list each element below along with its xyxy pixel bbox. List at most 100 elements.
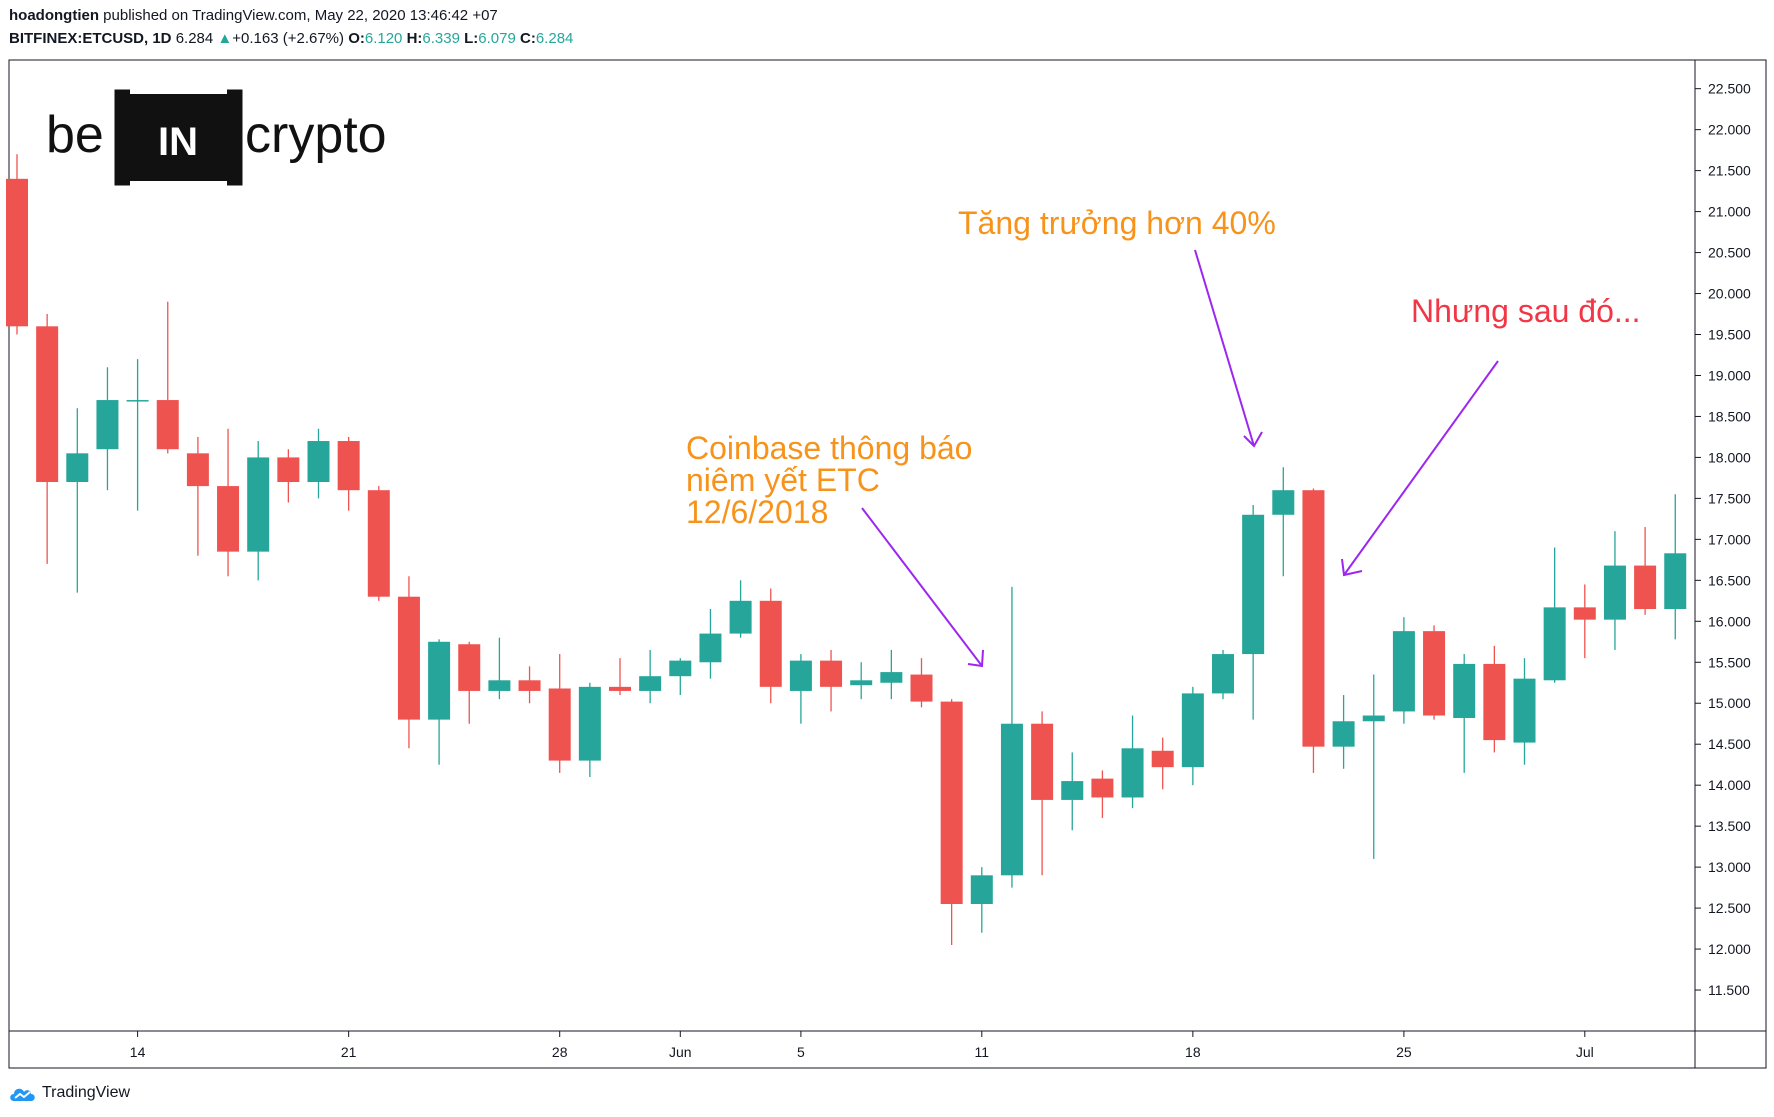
arrowhead-icon bbox=[1341, 558, 1363, 577]
candle[interactable] bbox=[247, 441, 270, 581]
symbol-label: BITFINEX:ETCUSD, 1D bbox=[9, 30, 172, 47]
candle[interactable] bbox=[1302, 488, 1325, 773]
price-tick-label: 15.500 bbox=[1708, 654, 1751, 670]
candle[interactable] bbox=[367, 486, 390, 601]
candle[interactable] bbox=[789, 654, 812, 724]
candle-body bbox=[36, 326, 59, 482]
candle[interactable] bbox=[1181, 686, 1204, 786]
candle[interactable] bbox=[337, 436, 360, 511]
price-axis[interactable]: 11.500 12.000 12.500 13.000 13.500 14.000 14.5… bbox=[1695, 81, 1751, 998]
candle-body bbox=[820, 660, 843, 687]
candle[interactable] bbox=[1573, 584, 1596, 659]
time-tick-label: 25 bbox=[1396, 1044, 1412, 1060]
candle[interactable] bbox=[609, 658, 631, 696]
candle-body bbox=[186, 453, 209, 487]
candle[interactable] bbox=[518, 666, 541, 704]
price-tick-label: 19.500 bbox=[1708, 327, 1751, 343]
candle[interactable] bbox=[1362, 674, 1385, 859]
price-tick-label: 14.500 bbox=[1708, 736, 1751, 752]
candle-body bbox=[1272, 490, 1295, 515]
candle[interactable] bbox=[699, 609, 722, 679]
candle-body bbox=[850, 680, 873, 686]
candle[interactable] bbox=[910, 658, 933, 708]
annotation-line: niêm yết ETC bbox=[686, 462, 880, 498]
open-label: O: bbox=[348, 30, 365, 47]
candle[interactable] bbox=[277, 449, 300, 503]
candle[interactable] bbox=[880, 649, 903, 700]
candle[interactable] bbox=[1392, 617, 1415, 724]
price-tick-label: 20.500 bbox=[1708, 245, 1751, 261]
candle[interactable] bbox=[669, 658, 692, 696]
tradingview-brand[interactable]: TradingView bbox=[8, 1082, 130, 1104]
candle[interactable] bbox=[759, 588, 782, 704]
candle[interactable] bbox=[940, 699, 963, 945]
candle[interactable] bbox=[1061, 752, 1084, 831]
annotation-line: Coinbase thông báo bbox=[686, 430, 972, 466]
candle[interactable] bbox=[1121, 715, 1144, 809]
candle[interactable] bbox=[96, 367, 119, 491]
time-tick-label: 5 bbox=[797, 1044, 805, 1060]
price-tick-label: 18.500 bbox=[1708, 408, 1751, 424]
candle[interactable] bbox=[639, 649, 662, 704]
candle[interactable] bbox=[66, 408, 89, 593]
candle[interactable] bbox=[1031, 711, 1054, 876]
candle-body bbox=[6, 178, 28, 327]
becrypto-logo: be IN crypto bbox=[46, 89, 387, 186]
time-axis[interactable]: 14 21 28 Jun 5 11 18 25 Jul bbox=[130, 1031, 1594, 1060]
candle-body bbox=[1423, 631, 1446, 716]
candle[interactable] bbox=[1423, 625, 1446, 720]
symbol-info: BITFINEX:ETCUSD, 1D 6.284 ▲+0.163 (+2.67… bbox=[9, 30, 573, 47]
candle[interactable] bbox=[1151, 737, 1174, 790]
candle[interactable] bbox=[458, 641, 481, 724]
candle[interactable] bbox=[36, 314, 59, 564]
price-tick-label: 22.500 bbox=[1708, 81, 1751, 97]
candle-body bbox=[1634, 565, 1657, 610]
candle[interactable] bbox=[428, 639, 451, 765]
close-value: 6.284 bbox=[535, 30, 574, 47]
candle[interactable] bbox=[729, 580, 752, 638]
candle[interactable] bbox=[1242, 504, 1265, 720]
candle[interactable] bbox=[1483, 645, 1506, 753]
candle[interactable] bbox=[850, 662, 873, 700]
time-tick-label: 21 bbox=[341, 1044, 357, 1060]
candle-body bbox=[488, 680, 511, 691]
candle[interactable] bbox=[1000, 586, 1023, 888]
candle[interactable] bbox=[1332, 695, 1355, 769]
price-tick-label: 13.000 bbox=[1708, 859, 1751, 875]
candle[interactable] bbox=[1453, 654, 1476, 773]
candle[interactable] bbox=[156, 301, 179, 454]
candle[interactable] bbox=[1513, 658, 1536, 765]
candle-body bbox=[1603, 565, 1626, 620]
candle[interactable] bbox=[1603, 531, 1626, 650]
price-tick-label: 18.000 bbox=[1708, 449, 1751, 465]
candle[interactable] bbox=[1091, 770, 1114, 818]
annotation-arrows bbox=[861, 249, 1499, 668]
candle[interactable] bbox=[820, 649, 843, 712]
candle[interactable] bbox=[1634, 527, 1657, 615]
last-price: 6.284 bbox=[175, 30, 214, 47]
candle-body bbox=[1061, 781, 1084, 800]
time-tick-label: 14 bbox=[130, 1044, 146, 1060]
candle[interactable] bbox=[6, 154, 28, 335]
candle[interactable] bbox=[126, 359, 149, 511]
candle[interactable] bbox=[1212, 649, 1234, 700]
price-tick-label: 12.500 bbox=[1708, 900, 1751, 916]
candle[interactable] bbox=[970, 867, 993, 933]
candle[interactable] bbox=[1272, 467, 1295, 577]
candle[interactable] bbox=[488, 637, 511, 700]
candle[interactable] bbox=[307, 428, 330, 499]
candle[interactable] bbox=[548, 654, 571, 773]
candle[interactable] bbox=[1664, 494, 1687, 640]
candle[interactable] bbox=[217, 428, 240, 577]
candle[interactable] bbox=[578, 682, 601, 777]
price-tick-label: 17.000 bbox=[1708, 531, 1751, 547]
publish-info: hoadongtien published on TradingView.com… bbox=[9, 7, 498, 24]
candle-body bbox=[1483, 663, 1506, 741]
candle[interactable] bbox=[1543, 547, 1566, 683]
candle-body bbox=[789, 660, 812, 691]
candle[interactable] bbox=[186, 436, 209, 556]
candle[interactable] bbox=[397, 576, 420, 749]
high-label: H: bbox=[406, 30, 423, 47]
candle-body bbox=[337, 441, 360, 491]
